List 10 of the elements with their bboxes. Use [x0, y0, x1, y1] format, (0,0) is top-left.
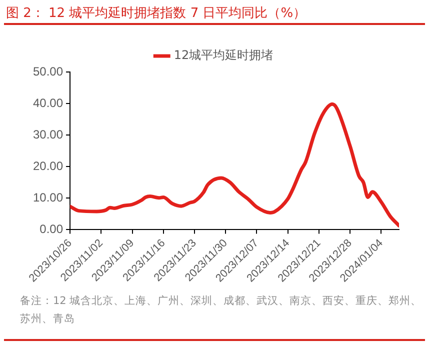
y-tick-label: 30.00	[33, 127, 64, 142]
y-tick-label: 40.00	[33, 96, 64, 110]
line-series	[70, 102, 399, 228]
text: 备注：12 城含北京、上海、广州、深圳、成都、武汉、南京、西安、重庆、郑州、苏州、青岛	[20, 294, 423, 327]
y-tick-label: 0.00	[40, 222, 64, 236]
y-tick-label: 20.00	[33, 158, 64, 173]
legend-label: 12城平均延时拥堵	[174, 48, 274, 62]
y-tick-label: 10.00	[33, 190, 64, 204]
chart-title: 图 2： 12 城平均延时拥堵指数 7 日平均同比（%）	[6, 5, 306, 22]
y-tick-label: 50.00	[33, 64, 64, 78]
